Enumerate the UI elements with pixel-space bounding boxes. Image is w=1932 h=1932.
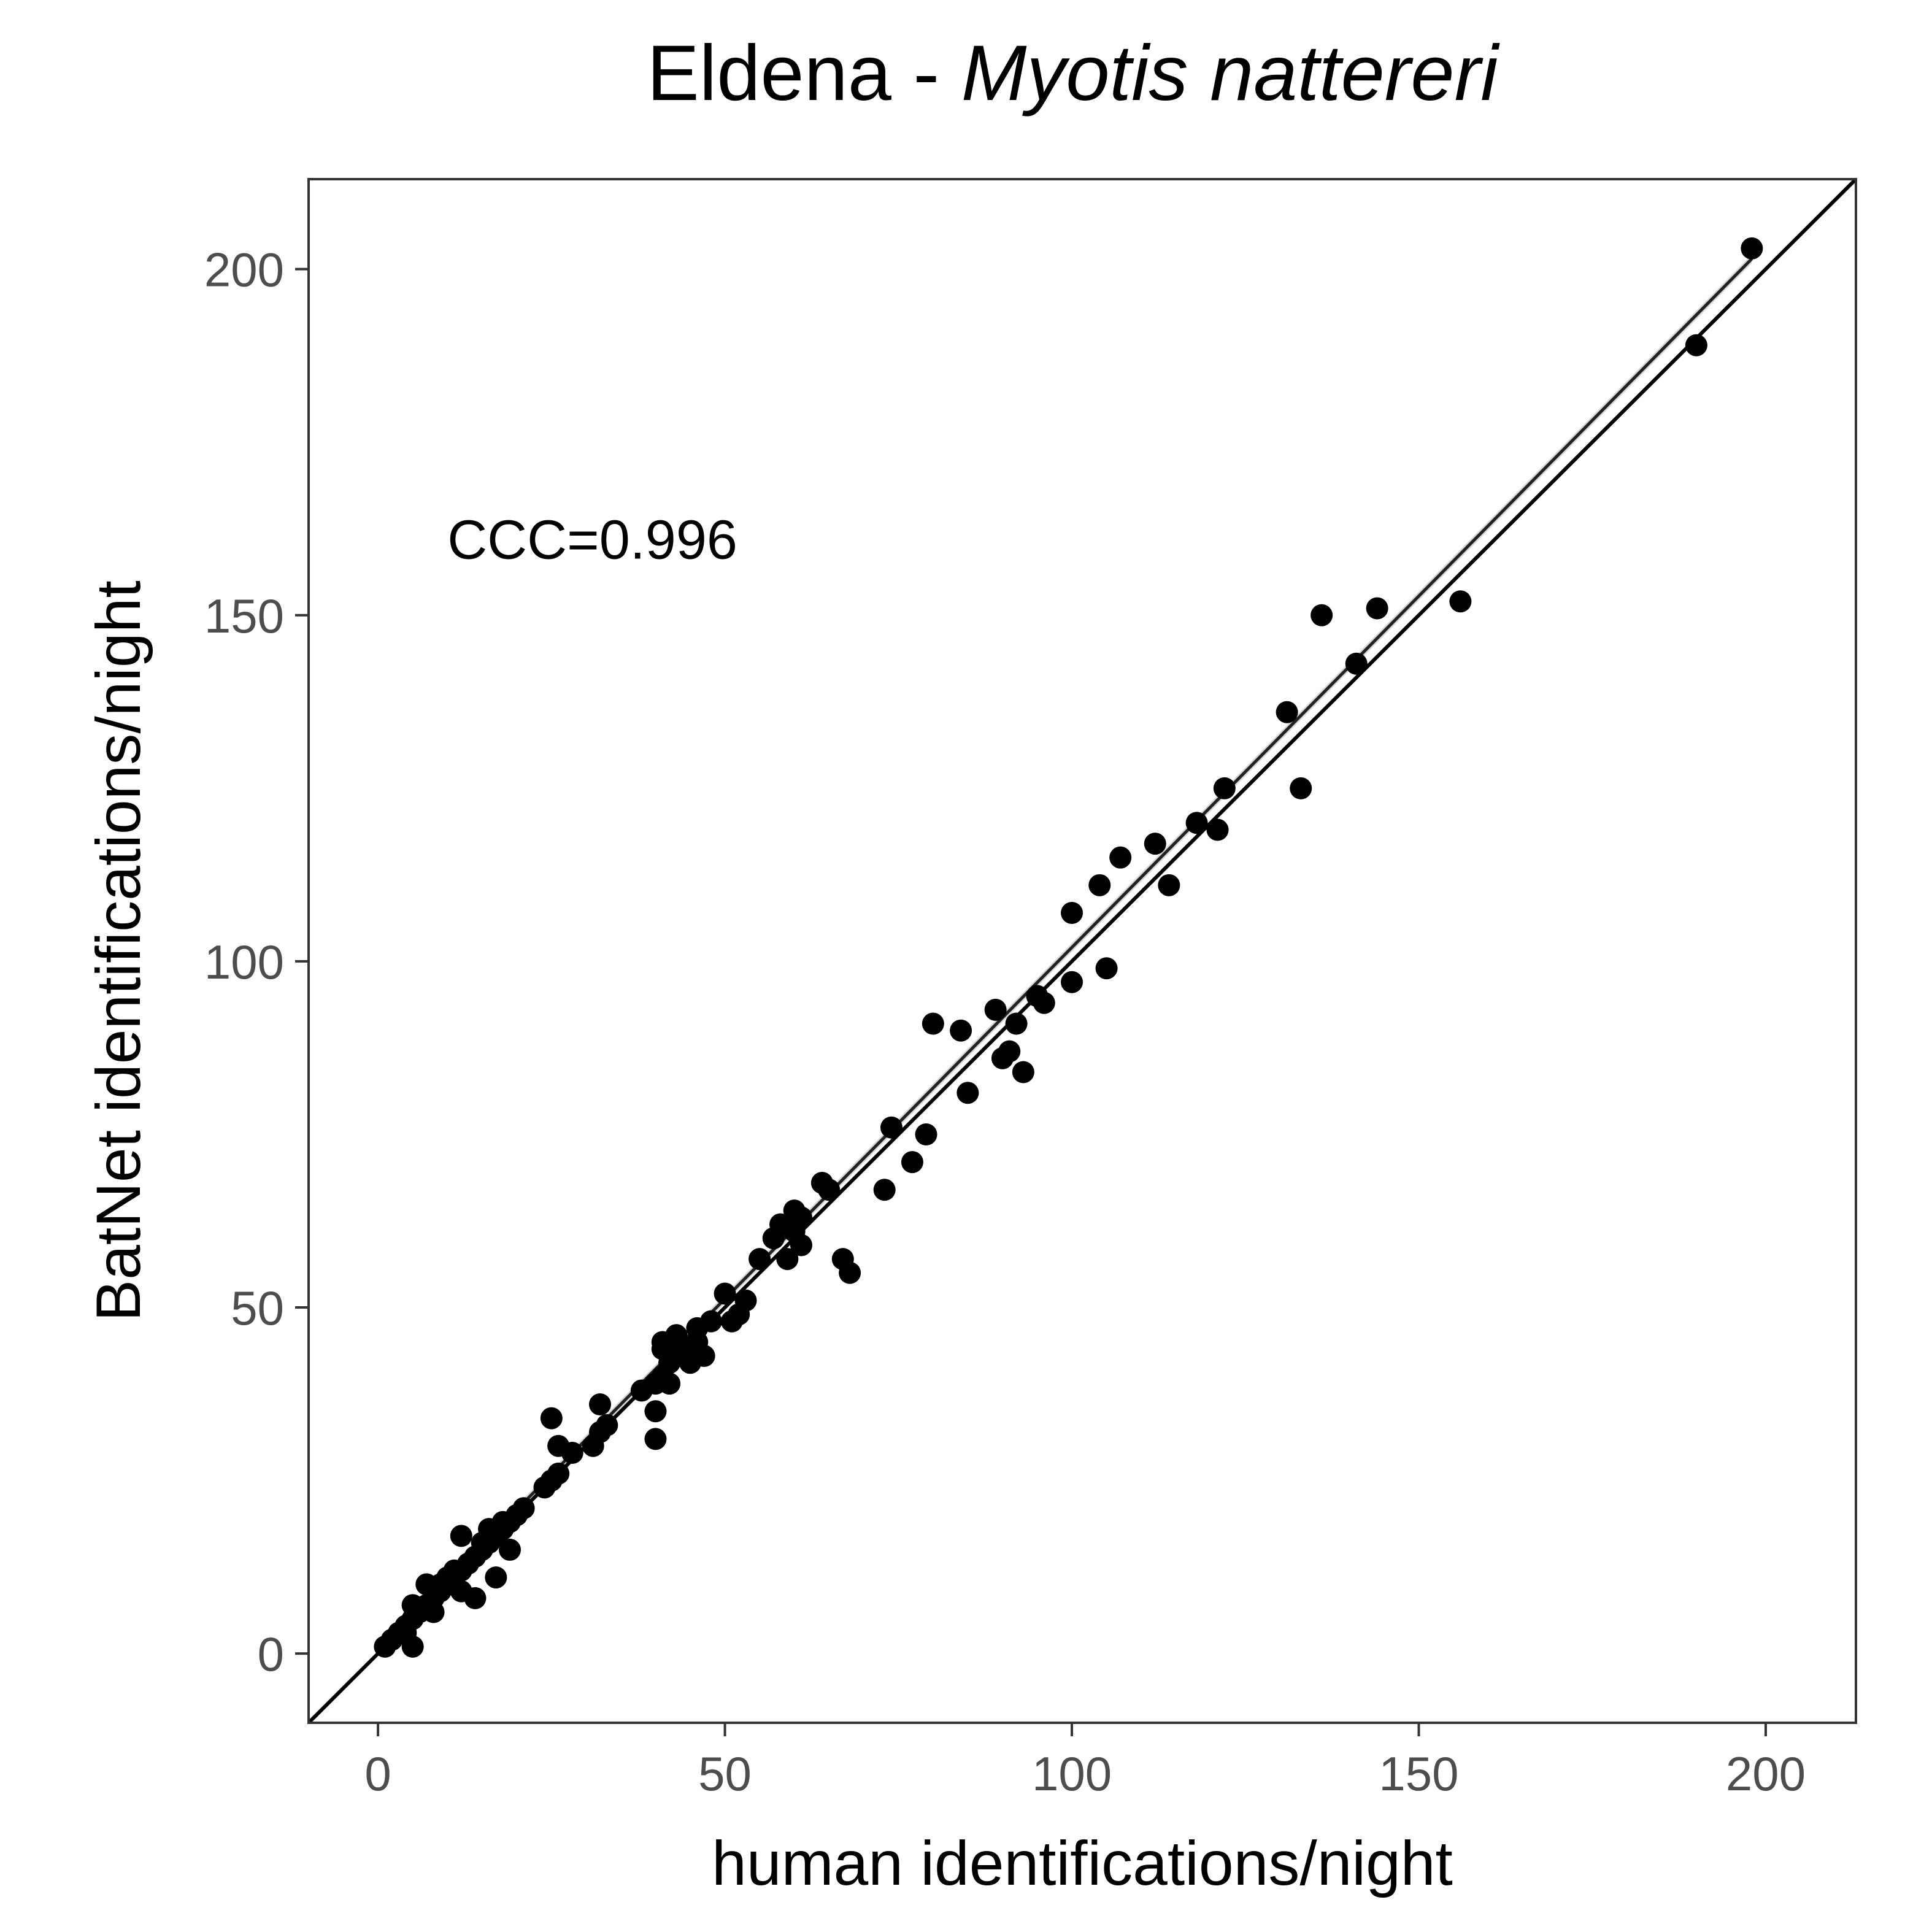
data-point <box>1685 334 1707 356</box>
y-tick-label: 50 <box>231 1281 284 1335</box>
y-tick-label: 150 <box>204 589 284 643</box>
x-axis-label: human identifications/night <box>712 1828 1453 1898</box>
data-point <box>950 1019 972 1042</box>
chart-title-plain: Eldena - <box>647 29 961 117</box>
data-point <box>1345 652 1368 675</box>
data-point <box>1290 777 1312 799</box>
data-point <box>1185 812 1208 834</box>
data-point <box>998 1040 1021 1063</box>
data-point <box>956 1082 979 1104</box>
y-tick-label: 0 <box>258 1627 284 1681</box>
data-point <box>818 1179 841 1201</box>
data-point <box>693 1345 715 1368</box>
data-point <box>1276 701 1298 723</box>
x-tick-label: 200 <box>1726 1747 1806 1801</box>
data-point <box>839 1261 861 1284</box>
data-point <box>644 1400 667 1423</box>
data-point <box>714 1282 736 1305</box>
data-point <box>1109 846 1132 869</box>
data-point <box>901 1151 923 1174</box>
data-point <box>1005 1012 1028 1035</box>
data-point <box>1310 604 1333 626</box>
x-tick-label: 150 <box>1379 1747 1458 1801</box>
data-point <box>658 1372 681 1395</box>
chart-title: Eldena - Myotis nattereri <box>647 29 1500 117</box>
data-point <box>540 1407 563 1430</box>
data-point <box>699 1310 722 1333</box>
y-axis-label: BatNet identifications/night <box>83 580 153 1322</box>
data-point <box>498 1538 521 1561</box>
data-point <box>734 1289 757 1312</box>
data-point <box>1213 777 1236 799</box>
ccc-annotation: CCC=0.996 <box>447 510 737 571</box>
x-tick-label: 50 <box>698 1747 752 1801</box>
data-point <box>596 1414 618 1436</box>
data-point <box>1158 874 1180 896</box>
data-point <box>561 1441 583 1464</box>
data-point <box>588 1393 611 1416</box>
x-tick-label: 100 <box>1032 1747 1112 1801</box>
data-point <box>880 1116 902 1139</box>
data-point <box>512 1497 535 1520</box>
data-point <box>644 1428 667 1450</box>
data-point <box>1088 874 1111 896</box>
data-point <box>485 1566 507 1589</box>
data-point <box>1061 901 1083 924</box>
fit-line <box>383 257 1753 1645</box>
x-tick-label: 0 <box>364 1747 391 1801</box>
data-point <box>1095 957 1118 980</box>
data-point <box>464 1587 487 1609</box>
identity-line <box>309 179 1856 1723</box>
data-point <box>915 1123 937 1145</box>
y-axis: 0 50 100 150 200 <box>204 243 309 1681</box>
data-point <box>984 998 1007 1021</box>
data-point <box>1366 597 1388 620</box>
x-axis: 0 50 100 150 200 <box>364 1723 1806 1801</box>
y-tick-label: 100 <box>204 935 284 989</box>
data-point <box>1144 833 1166 855</box>
data-point <box>547 1462 570 1485</box>
data-point <box>749 1248 771 1271</box>
data-point <box>1449 590 1472 613</box>
data-point <box>1012 1061 1034 1083</box>
points-layer <box>374 237 1763 1658</box>
data-point <box>776 1248 799 1271</box>
data-point <box>1061 971 1083 993</box>
data-point <box>873 1179 896 1201</box>
chart-title-italic: Myotis nattereri <box>961 29 1501 117</box>
data-point <box>1033 991 1055 1014</box>
y-tick-label: 200 <box>204 243 284 297</box>
data-point <box>922 1012 944 1035</box>
data-point <box>1741 237 1763 260</box>
plot-panel-border <box>307 178 1857 1724</box>
data-point <box>401 1635 424 1658</box>
data-point <box>790 1206 812 1229</box>
data-point <box>790 1234 812 1257</box>
data-point <box>450 1525 472 1547</box>
data-point <box>1206 818 1229 841</box>
